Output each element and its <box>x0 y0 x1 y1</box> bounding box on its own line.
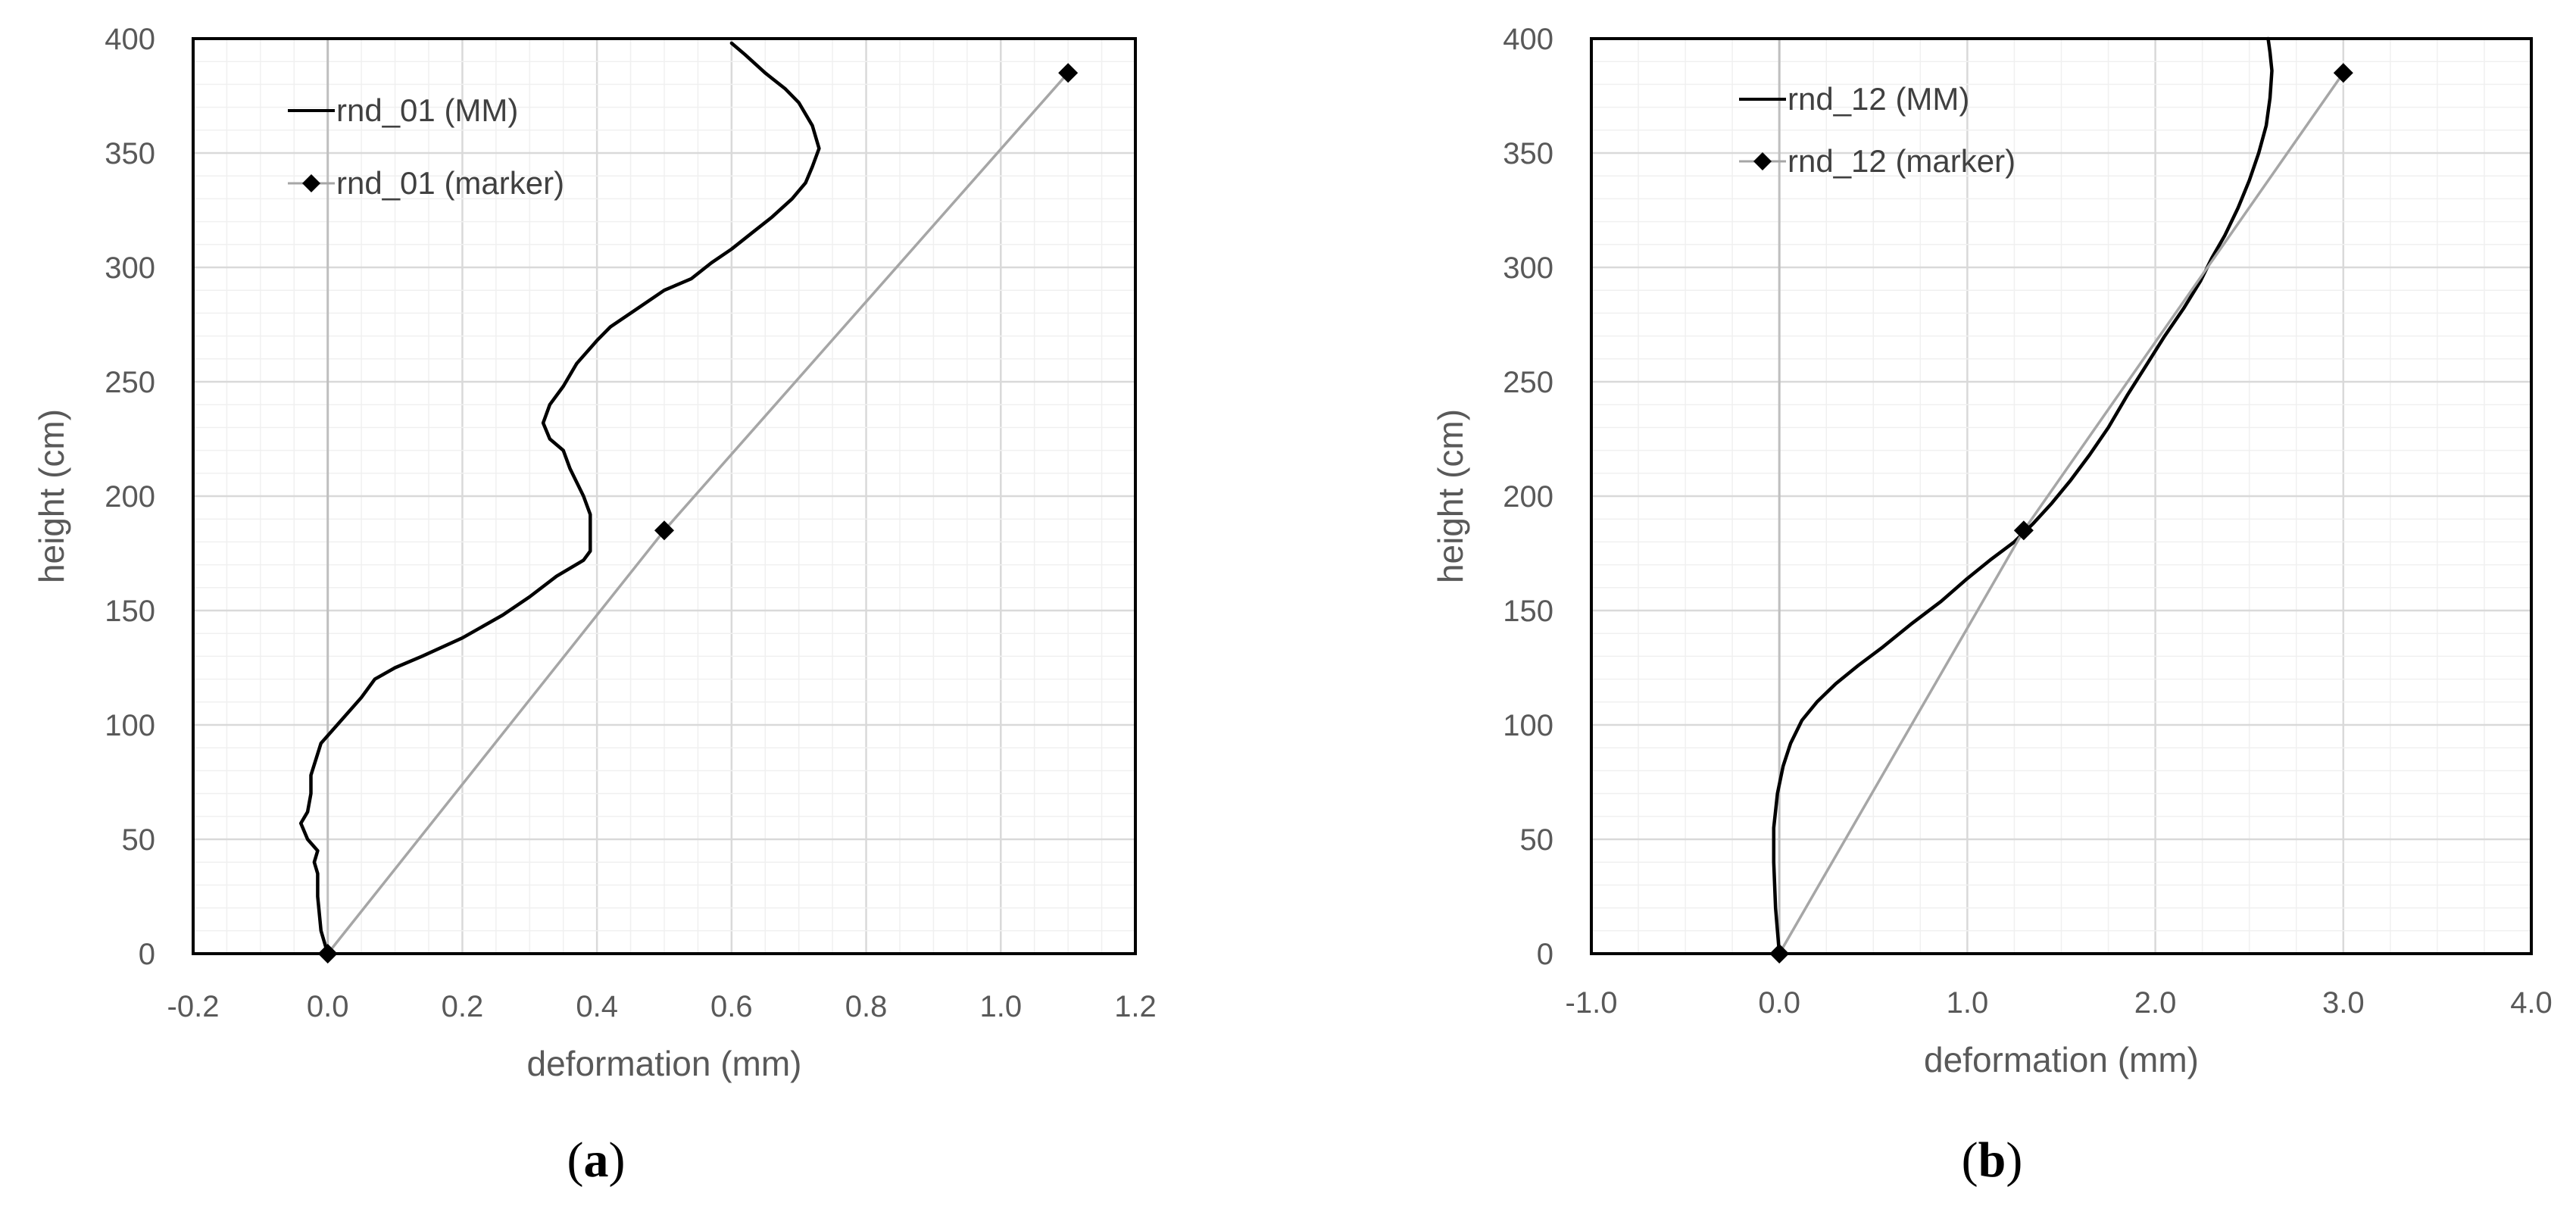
legend-label-mm: rnd_12 (MM) <box>1788 81 1969 117</box>
y-tick-label: 100 <box>105 709 155 742</box>
x-tick-label: 2.0 <box>2134 986 2177 1020</box>
x-axis-title: deformation (mm) <box>527 1044 802 1083</box>
data-point-marker <box>654 520 674 541</box>
x-tick-label: 0.0 <box>1758 986 1800 1020</box>
y-tick-labels: 0 50 100 150 200 250 300 350 400 <box>105 23 155 971</box>
series-line-mm <box>1772 36 2274 956</box>
y-tick-label: 300 <box>105 251 155 285</box>
y-tick-labels: 0 50 100 150 200 250 300 350 400 <box>1503 23 1553 971</box>
panel-caption-label: b <box>1978 1132 2006 1188</box>
y-tick-label: 350 <box>105 137 155 170</box>
x-tick-label: 0.2 <box>442 990 484 1023</box>
x-tick-label: 1.0 <box>979 990 1022 1023</box>
grid-lines <box>192 37 1137 955</box>
y-tick-label: 400 <box>105 23 155 56</box>
series-layer <box>298 41 1079 964</box>
y-tick-label: 100 <box>1503 709 1553 742</box>
x-tick-label: 0.4 <box>576 990 618 1023</box>
x-tick-label: 1.2 <box>1114 990 1157 1023</box>
y-tick-label: 250 <box>1503 366 1553 399</box>
y-tick-label: 50 <box>122 823 156 857</box>
x-tick-label: 0.0 <box>307 990 349 1023</box>
legend: rnd_01 (MM) rnd_01 (marker) <box>288 92 564 201</box>
legend-label-marker: rnd_01 (marker) <box>336 165 564 201</box>
legend-swatch-diamond-icon <box>1753 152 1772 170</box>
x-tick-label: -0.2 <box>167 990 220 1023</box>
panel-caption: (b) <box>1962 1132 2023 1188</box>
grid-lines <box>1590 37 2533 955</box>
y-tick-label: 0 <box>1537 938 1553 971</box>
legend-item-marker: rnd_01 (marker) <box>288 165 564 201</box>
series-layer <box>1769 36 2353 964</box>
legend-item-mm: rnd_12 (MM) <box>1739 81 1969 117</box>
x-tick-labels: -1.0 0.0 1.0 2.0 3.0 4.0 <box>1566 986 2553 1020</box>
legend-item-mm: rnd_01 (MM) <box>288 92 518 128</box>
chart-panel-b: -1.0 0.0 1.0 2.0 3.0 4.0 0 50 100 150 200 250 300 35… <box>1431 23 2553 1188</box>
x-tick-label: 0.6 <box>710 990 753 1023</box>
y-tick-label: 150 <box>105 595 155 628</box>
series-line-mm <box>298 41 821 956</box>
y-tick-label: 0 <box>139 938 155 971</box>
data-point-marker <box>1058 63 1079 83</box>
data-point-marker <box>2333 63 2353 83</box>
x-tick-label: 0.8 <box>845 990 888 1023</box>
x-tick-label: 1.0 <box>1947 986 1989 1020</box>
plot-frame <box>1590 37 2533 955</box>
panel-caption: (a) <box>567 1132 626 1188</box>
legend-label-marker: rnd_12 (marker) <box>1788 143 2016 179</box>
y-tick-label: 350 <box>1503 137 1553 170</box>
x-tick-label: 3.0 <box>2322 986 2365 1020</box>
legend: rnd_12 (MM) rnd_12 (marker) <box>1739 81 2016 179</box>
legend-swatch-diamond-icon <box>302 174 320 192</box>
x-tick-label: -1.0 <box>1566 986 1618 1020</box>
y-axis-title: height (cm) <box>32 409 71 583</box>
x-axis-title: deformation (mm) <box>1924 1040 2199 1079</box>
y-tick-label: 150 <box>1503 595 1553 628</box>
y-tick-label: 200 <box>1503 480 1553 514</box>
x-tick-label: 4.0 <box>2510 986 2553 1020</box>
data-point-marker <box>2013 520 2034 541</box>
y-tick-label: 400 <box>1503 23 1553 56</box>
chart-panel-a: -0.2 0.0 0.2 0.4 0.6 0.8 1.0 1.2 0 50 100 150 200 25… <box>32 23 1157 1188</box>
y-tick-label: 200 <box>105 480 155 514</box>
y-tick-label: 250 <box>105 366 155 399</box>
y-tick-label: 50 <box>1520 823 1554 857</box>
y-axis-title: height (cm) <box>1431 409 1470 583</box>
legend-label-mm: rnd_01 (MM) <box>336 92 518 128</box>
legend-item-marker: rnd_12 (marker) <box>1739 143 2016 179</box>
y-tick-label: 300 <box>1503 251 1553 285</box>
x-tick-labels: -0.2 0.0 0.2 0.4 0.6 0.8 1.0 1.2 <box>167 990 1157 1023</box>
plot-frame <box>192 37 1137 955</box>
panel-caption-label: a <box>584 1132 609 1188</box>
